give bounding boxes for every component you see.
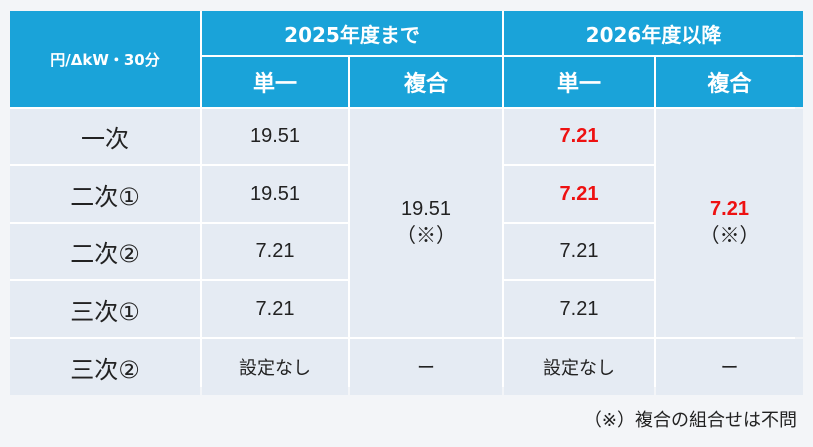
row-label-secondary-2: 二次② — [10, 224, 200, 279]
cell-tertiary1-2025-single: 7.21 — [202, 281, 348, 337]
subheader-2026-single: 単一 — [504, 57, 654, 107]
cell-tertiary2-2025-combined: ー — [350, 339, 502, 395]
header-from-2026: 2026年度以降 — [504, 11, 803, 55]
row-label-tertiary-1: 三次① — [10, 281, 200, 337]
cell-tertiary2-2026-combined: ー — [656, 339, 803, 395]
unit-corner-header: 円/ΔkW・30分 — [10, 11, 200, 107]
combined-2025-mark: （※） — [396, 225, 456, 247]
row-label-primary: 一次 — [10, 109, 200, 164]
cell-tertiary2-2025-single: 設定なし — [202, 339, 348, 395]
cell-tertiary2-2026-single: 設定なし — [504, 339, 654, 395]
cell-primary-2026-single: 7.21 — [504, 109, 654, 164]
combined-2026-value: 7.21 — [710, 198, 749, 220]
subheader-2026-combined: 複合 — [656, 57, 803, 107]
cell-secondary2-2026-single: 7.21 — [504, 224, 654, 279]
combined-2025-value: 19.51 — [400, 198, 452, 220]
cell-tertiary1-2026-single: 7.21 — [504, 281, 654, 337]
row-label-secondary-1: 二次① — [10, 166, 200, 222]
header-until-2025: 2025年度まで — [202, 11, 502, 55]
subheader-2025-single: 単一 — [202, 57, 348, 107]
combined-2026-mark: （※） — [699, 225, 760, 247]
subheader-2025-combined: 複合 — [350, 57, 502, 107]
cell-secondary1-2025-single: 19.51 — [202, 166, 348, 222]
cell-secondary1-2026-single: 7.21 — [504, 166, 654, 222]
footnote: （※）複合の組合せは不問 — [583, 410, 797, 431]
cell-2025-combined-merged: 19.51 （※） — [350, 109, 502, 337]
row-label-tertiary-2: 三次② — [10, 339, 200, 395]
cell-2026-combined-merged: 7.21 （※） — [656, 109, 803, 337]
cell-secondary2-2025-single: 7.21 — [202, 224, 348, 279]
price-table: 円/ΔkW・30分 2025年度まで 2026年度以降 単一 複合 単一 複合 … — [10, 11, 803, 395]
cell-primary-2025-single: 19.51 — [202, 109, 348, 164]
